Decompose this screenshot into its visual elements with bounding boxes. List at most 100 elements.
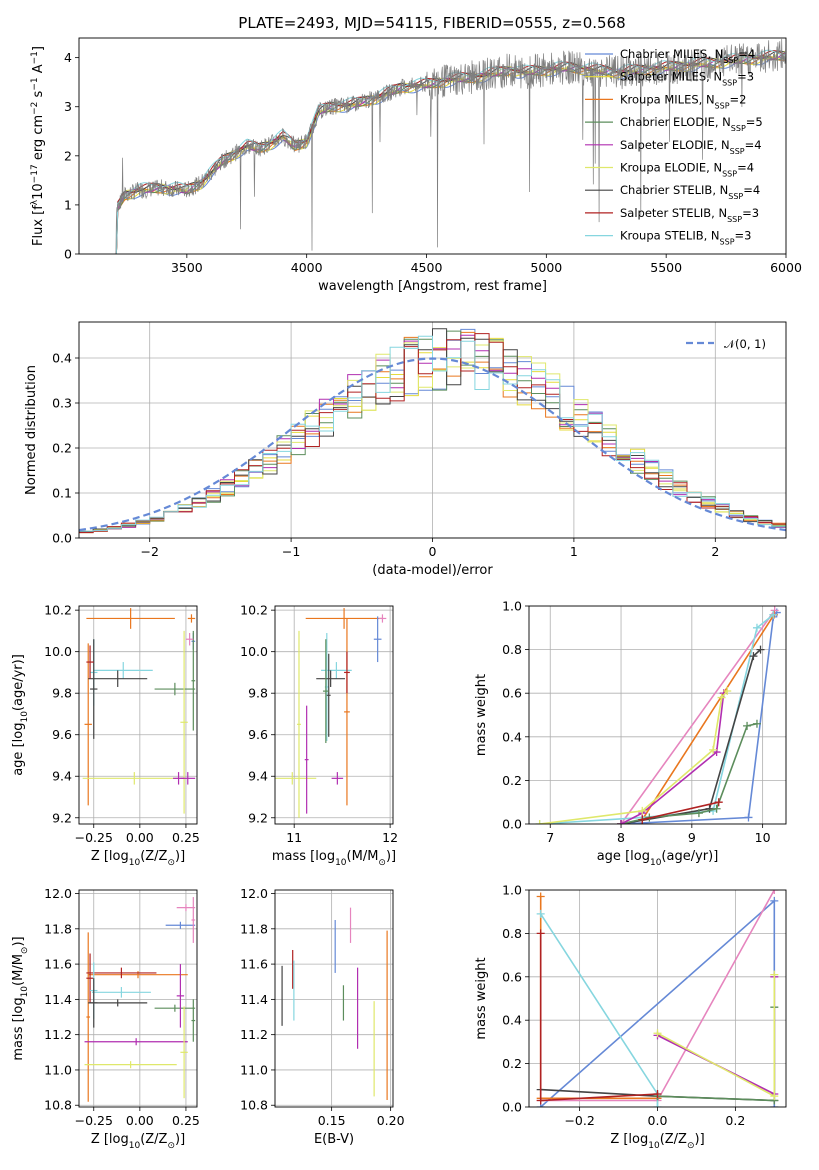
axes-frame [78, 37, 787, 255]
x-tick-label: 0.20 [377, 1113, 405, 1128]
weight-marker [770, 896, 779, 905]
y-tick-label: 1.0 [502, 883, 522, 898]
model-spectrum-line [114, 55, 786, 254]
y-tick-label: 11.8 [44, 921, 72, 936]
x-tick-label: 0.00 [126, 1113, 154, 1128]
panel-age-vs-mass: 11 12 9.2 9.4 9.6 9.8 10.0 10.2 mass [log10(M/M⊙… [240, 603, 398, 868]
axes-frame [528, 605, 787, 825]
weight-marker [770, 890, 779, 894]
axes-frame [78, 605, 198, 825]
y-tick-label: 11.4 [240, 992, 268, 1007]
x-tick-label: 0.15 [318, 1113, 346, 1128]
y-tick-label: 10.8 [44, 1098, 72, 1113]
x-tick-label: 3500 [171, 260, 203, 275]
weight-marker [756, 645, 765, 654]
y-tick-label: 0 [64, 247, 72, 262]
weight-series-line [642, 801, 719, 821]
weight-marker [770, 606, 779, 615]
axes-frame [274, 605, 394, 825]
y-tick-label: 9.8 [248, 686, 268, 701]
y-tick-label: 1 [64, 197, 72, 212]
weight-marker [769, 610, 778, 619]
panel-weight-vs-z: −0.2 0.0 0.2 0.0 0.2 0.4 0.6 0.8 1.0 Z [log10(Z/Z… [474, 883, 787, 1151]
weight-marker [770, 1092, 779, 1101]
y-tick-label: 0.8 [502, 926, 522, 941]
y-tick-label: 0.1 [52, 486, 72, 501]
weight-series-line [539, 614, 774, 824]
weight-series-line [657, 974, 776, 1098]
legend-label: Chabrier MILES, NSSP=4 [620, 47, 755, 65]
x-tick-label: 7 [546, 830, 554, 845]
y-tick-label: 0.0 [52, 531, 72, 546]
y-tick-label: 3 [64, 99, 72, 114]
panel-residuals: −2 −1 0 1 2 0.0 0.1 0.2 0.3 0.4 (data-model)/error… [24, 321, 787, 578]
x-tick-label: −0.25 [75, 1113, 113, 1128]
weight-marker [714, 798, 723, 807]
x-tick-label: 0.25 [172, 830, 200, 845]
panel-mass-vs-ebv: 0.15 0.20 10.8 11.0 11.2 11.4 11.6 11.8 12.0 E(B-… [240, 886, 404, 1147]
legend-label: Chabrier ELODIE, NSSP=5 [620, 115, 763, 133]
y-tick-label: 11.6 [44, 957, 72, 972]
y-tick-label: 9.6 [52, 727, 72, 742]
y-tick-label: 4 [64, 50, 72, 65]
x-tick-label: 1 [570, 544, 578, 559]
plot-area [79, 890, 197, 1107]
panel-spectrum: 3500 4000 4500 5000 5500 6000 0 1 2 3 4 wavelength … [30, 37, 802, 294]
legend-label: Chabrier STELIB, NSSP=4 [620, 183, 760, 201]
x-tick-label: 0.0 [648, 1113, 668, 1128]
plot-area [529, 890, 786, 1107]
weight-marker [705, 804, 714, 813]
weight-marker [717, 693, 726, 702]
plot-area [529, 606, 786, 824]
y-tick-label: 10.2 [44, 603, 72, 618]
x-tick-label: 4000 [291, 260, 323, 275]
axes-frame [274, 889, 394, 1108]
y-tick-label: 0.4 [502, 729, 522, 744]
x-tick-label: 5000 [530, 260, 562, 275]
y-tick-label: 9.8 [52, 686, 72, 701]
x-axis-label: Z [log10(Z/Z⊙)] [91, 849, 185, 868]
weight-marker [536, 892, 545, 901]
x-axis-label: (data-model)/error [372, 563, 493, 578]
x-tick-label: 8 [617, 830, 625, 845]
axes-frame [78, 321, 787, 539]
weight-marker [723, 687, 732, 696]
y-tick-label: 11.2 [44, 1027, 72, 1042]
y-tick-label: 0.2 [502, 773, 522, 788]
weight-marker [638, 815, 647, 824]
y-axis-label: mass weight [474, 674, 489, 756]
model-spectrum-line [114, 56, 786, 254]
y-tick-label: 1.0 [502, 599, 522, 614]
y-tick-label: 12.0 [44, 886, 72, 901]
x-tick-label: 4500 [411, 260, 443, 275]
x-axis-label: age [log10(age/yr)] [597, 849, 719, 868]
y-tick-label: 9.4 [248, 769, 268, 784]
weight-marker [536, 909, 545, 918]
y-axis-label: mass [log10(M/M⊙)] [11, 936, 30, 1060]
x-tick-label: 10 [755, 830, 771, 845]
model-spectrum-line [114, 55, 786, 254]
weight-marker [770, 970, 779, 979]
weight-marker [749, 652, 758, 661]
spectrum-legend: Chabrier MILES, NSSP=4 Salpeter MILES, NS… [585, 47, 763, 246]
legend-label: Kroupa ELODIE, NSSP=4 [620, 161, 754, 179]
y-tick-label: 9.4 [52, 769, 72, 784]
y-tick-label: 10.0 [44, 644, 72, 659]
observed-spectrum-line [114, 38, 786, 254]
weight-marker [694, 809, 703, 818]
y-tick-label: 0.6 [502, 686, 522, 701]
x-tick-label: 6000 [770, 260, 802, 275]
normal-curve [79, 357, 786, 532]
x-tick-label: 0.25 [172, 1113, 200, 1128]
weight-marker [653, 1103, 662, 1107]
legend-label: 𝒩(0, 1) [724, 337, 766, 351]
y-tick-label: 0.4 [502, 1013, 522, 1028]
weight-marker [535, 820, 544, 824]
weight-marker [617, 820, 626, 824]
x-axis-label: E(B-V) [314, 1132, 354, 1147]
y-tick-label: 10.8 [240, 1098, 268, 1113]
x-tick-label: 2 [711, 544, 719, 559]
weight-marker [536, 929, 545, 938]
weight-marker [638, 806, 647, 815]
